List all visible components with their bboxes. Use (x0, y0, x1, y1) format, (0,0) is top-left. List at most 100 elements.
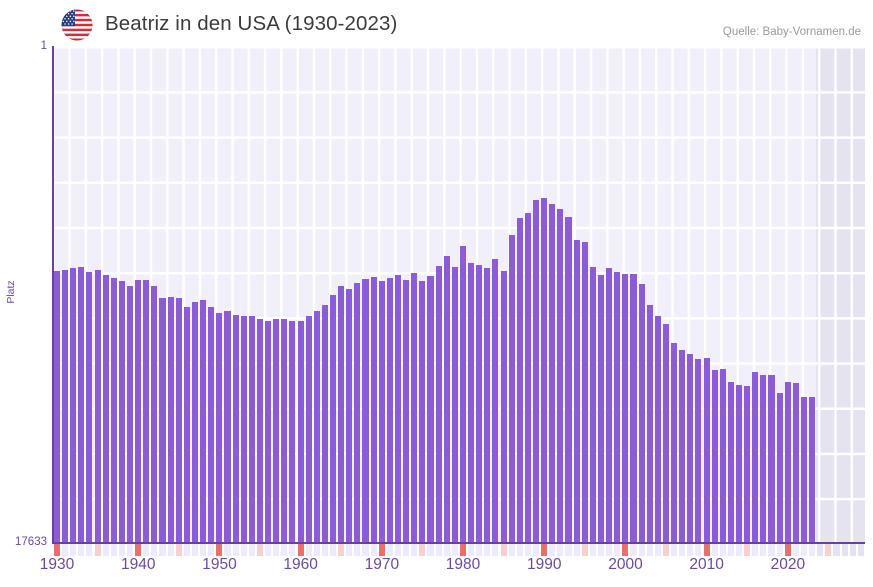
bar (175, 298, 182, 543)
x-tick-cell (240, 544, 247, 556)
bar (719, 368, 726, 543)
plot-area (53, 47, 865, 543)
bar (703, 358, 710, 543)
x-tick-cell (768, 544, 775, 556)
bar (297, 320, 304, 543)
bar (256, 318, 263, 543)
x-tick-cell (532, 544, 540, 556)
bar (727, 381, 734, 543)
bar (589, 266, 596, 543)
bar (776, 393, 783, 543)
x-tick-cell (841, 544, 848, 556)
bar (614, 272, 621, 543)
bar (760, 375, 767, 543)
x-tick-cell (321, 544, 328, 556)
bar (687, 353, 694, 543)
bar (679, 350, 686, 543)
x-tick-cell (549, 544, 556, 556)
x-tick-cell (630, 544, 637, 556)
bar (468, 263, 475, 543)
bar (809, 397, 816, 543)
x-tick-cell (232, 544, 239, 556)
bar (516, 217, 523, 543)
x-tick-cell (776, 544, 783, 556)
bar (427, 276, 434, 543)
bar (500, 271, 507, 543)
x-tick-cell (451, 544, 458, 556)
x-tick-cell (573, 544, 580, 556)
x-tick-minor (175, 544, 182, 556)
x-tick-cell (126, 544, 134, 556)
bar (597, 275, 605, 543)
x-tick-cell (443, 544, 450, 556)
x-tick-cell (86, 544, 93, 556)
x-tick-cell (792, 544, 799, 556)
x-tick-cell (167, 544, 174, 556)
bar (102, 275, 109, 543)
bar (638, 283, 645, 543)
bar (167, 296, 174, 543)
bar (549, 203, 556, 543)
bar (289, 321, 296, 543)
bar (386, 278, 393, 543)
bar (646, 305, 653, 543)
x-tick-cell (695, 544, 702, 556)
bar (321, 305, 328, 543)
x-tick-cell (817, 544, 824, 556)
x-tick-minor (94, 544, 101, 556)
x-tick-cell (589, 544, 596, 556)
bar (476, 265, 483, 543)
bar (735, 385, 743, 543)
x-tick-cell (70, 544, 77, 556)
x-tick-cell (597, 544, 605, 556)
x-tick-major (784, 544, 791, 556)
x-tick-minor (338, 544, 345, 556)
x-tick-cell (735, 544, 743, 556)
x-tick-cell (476, 544, 483, 556)
bar (208, 307, 215, 543)
x-tick-cell (281, 544, 288, 556)
x-axis-label: 1930 (39, 556, 75, 573)
x-axis-label: 1990 (527, 556, 562, 573)
x-tick-minor (256, 544, 263, 556)
bar (232, 314, 239, 543)
bar (126, 285, 134, 543)
x-tick-cell (646, 544, 653, 556)
x-tick-minor (419, 544, 426, 556)
bar (265, 320, 272, 543)
x-tick-cell (394, 544, 402, 556)
x-tick-cell (679, 544, 686, 556)
bar (654, 315, 661, 543)
x-tick-cell (557, 544, 564, 556)
bar (403, 280, 410, 543)
x-tick-cell (484, 544, 491, 556)
x-tick-cell (102, 544, 109, 556)
y-axis-tick-top: 1 (40, 40, 47, 52)
x-tick-cell (524, 544, 531, 556)
bar (541, 197, 548, 543)
bar (94, 270, 101, 543)
bar (378, 281, 385, 543)
x-tick-cell (606, 544, 613, 556)
x-tick-cell (329, 544, 337, 556)
bar (768, 375, 775, 543)
x-tick-cell (305, 544, 312, 556)
x-tick-cell (191, 544, 199, 556)
bar (216, 312, 223, 543)
bar (508, 234, 515, 543)
x-tick-cell (427, 544, 434, 556)
x-tick-cell (565, 544, 572, 556)
bar (354, 282, 361, 543)
x-axis-label: 1950 (202, 556, 237, 573)
x-tick-cell (78, 544, 85, 556)
bar (435, 265, 442, 543)
x-tick-cell (248, 544, 255, 556)
y-axis-tick-bottom: 17633 (15, 536, 47, 548)
x-axis-label: 1940 (121, 556, 156, 573)
x-tick-cell (727, 544, 734, 556)
x-tick-cell (809, 544, 816, 556)
x-tick-cell (719, 544, 726, 556)
bar (394, 275, 402, 543)
x-tick-major (703, 544, 710, 556)
bar (78, 266, 85, 543)
